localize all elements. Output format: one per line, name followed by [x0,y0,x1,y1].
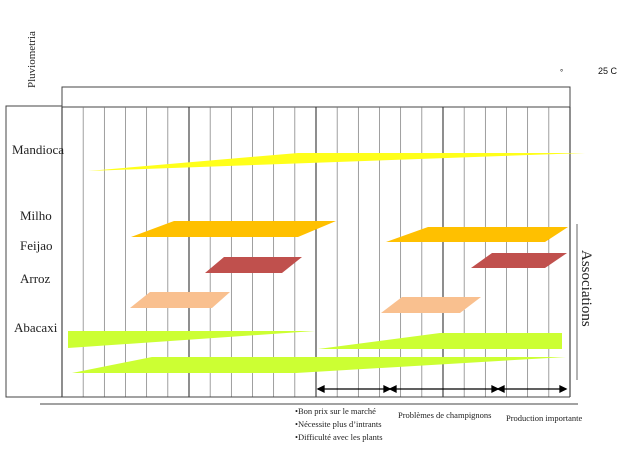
crop-label-mandioca: Mandioca [12,142,64,157]
header-band [61,86,571,108]
feijao-assoc-bar-2 [381,297,481,313]
milho-period-bar-2 [386,227,568,242]
note-good-price: •Bon prix sur le marché [295,406,376,416]
note-plant-difficulty: •Difficulté avec les plants [295,432,383,442]
note-high-production: Production importante [506,413,582,423]
abacaxi-period-bar-1 [68,331,315,348]
crop-label-abacaxi: Abacaxi [14,320,58,335]
milho-period-bar-1 [131,221,336,237]
pluviometria-label: Pluviometria [26,31,38,88]
crop-label-arroz: Arroz [20,271,51,286]
abacaxi-period-bar-3 [72,357,566,373]
abacaxi-period-bar-2 [318,333,562,349]
crop-label-milho: Milho [20,208,52,223]
feijao-assoc-bar-1 [130,292,230,308]
note-fungus-problems: Problèmes de champignons [398,410,491,420]
arroz-period-bar-1 [205,257,302,273]
mandioca-period-bar [88,153,585,171]
crop-label-feijao: Feijao [20,238,53,253]
timeline-arrows [316,384,568,394]
associations-label: Associations [578,250,594,327]
arroz-period-bar-2 [471,253,567,268]
note-more-inputs: •Nécessite plus d’intrants [295,419,382,429]
temperature-degree-mark: ° [560,68,563,77]
temperature-label: 25 C [598,66,618,76]
month-grid [61,107,571,398]
